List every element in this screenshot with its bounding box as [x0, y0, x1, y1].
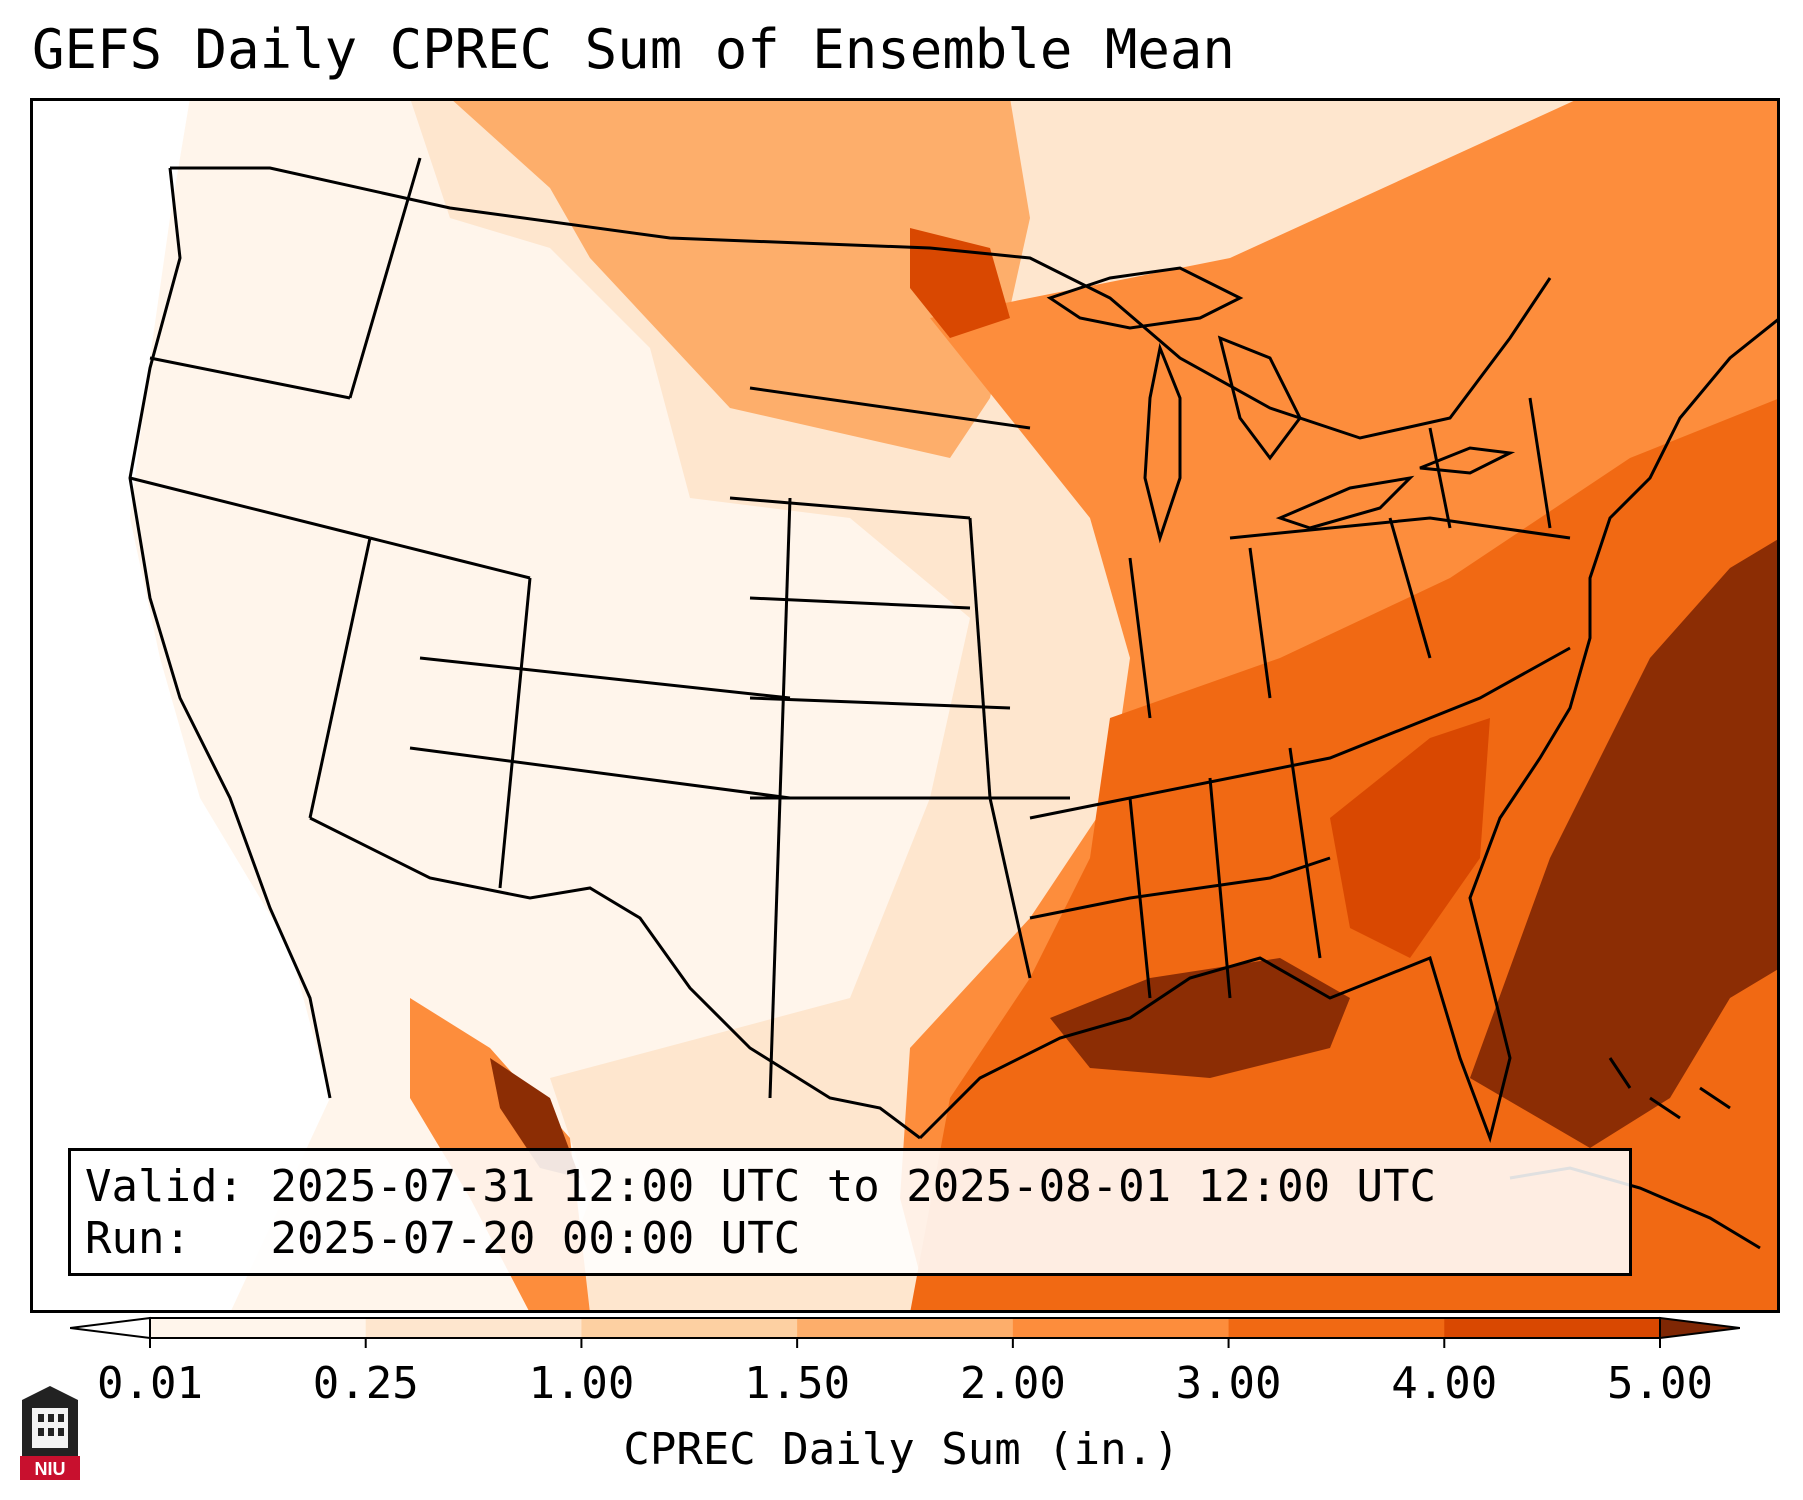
state-line-16 — [968, 517, 992, 799]
lake-huron — [1217, 335, 1302, 461]
state-line-22 — [1229, 516, 1571, 540]
state-line-18 — [1029, 856, 1331, 920]
colorbar-over-triangle — [1659, 1316, 1740, 1340]
precip-atlantic-heavy — [1470, 538, 1780, 1148]
map-title: GEFS Daily CPREC Sum of Ensemble Mean — [32, 18, 1235, 81]
info-box: Valid: 2025-07-31 12:00 UTC to 2025-08-0… — [68, 1148, 1632, 1276]
colorbar-label: CPREC Daily Sum (in.) — [623, 1424, 1180, 1475]
colorbar-tick-label: 3.00 — [1175, 1358, 1282, 1409]
valid-label: Valid: — [85, 1161, 244, 1212]
us-canada-border — [170, 166, 1552, 440]
state-line-13 — [749, 696, 1011, 710]
run-line: Run: 2025-07-20 00:00 UTC — [85, 1213, 800, 1264]
colorbar-segment — [581, 1318, 798, 1338]
state-line-27 — [1528, 397, 1552, 529]
run-value: 2025-07-20 00:00 UTC — [270, 1213, 801, 1264]
state-line-26 — [1428, 427, 1452, 529]
state-line-2 — [348, 157, 422, 399]
colorbar-tick-label: 0.01 — [97, 1358, 203, 1409]
precip-gulf-heavy — [1050, 958, 1350, 1078]
state-line-23 — [1128, 557, 1152, 719]
precip-north-band — [450, 98, 1030, 458]
state-line-5 — [369, 536, 531, 580]
colorbar-segment — [150, 1318, 367, 1338]
state-line-4 — [308, 537, 372, 819]
state-line-21 — [1288, 747, 1322, 959]
colorbar-segment — [1444, 1318, 1661, 1338]
lake-superior — [1046, 266, 1244, 330]
precip-west-light — [30, 98, 330, 1313]
state-line-25 — [1388, 517, 1432, 659]
logo-text: NIU — [35, 1459, 66, 1479]
lake-michigan — [1143, 342, 1182, 544]
gulf-coast — [918, 316, 1780, 1144]
colorbar-frame — [149, 1317, 1661, 1339]
boundary-lines — [128, 157, 1780, 1144]
niu-logo: NIU — [20, 1386, 80, 1480]
lake-erie — [1275, 475, 1415, 530]
lake-ontario — [1419, 446, 1516, 475]
colorbar-tick-label: 4.00 — [1391, 1358, 1498, 1409]
colorbar-tick-label: 1.00 — [528, 1358, 635, 1409]
run-label: Run: — [85, 1213, 191, 1264]
colorbar-tick-label: 5.00 — [1607, 1358, 1713, 1409]
state-line-15 — [988, 797, 1032, 979]
colorbar-tick-label: 1.50 — [744, 1358, 851, 1409]
colorbar-segment — [365, 1318, 582, 1338]
colorbar-segment — [1012, 1318, 1230, 1338]
west-coast — [128, 167, 332, 1099]
precip-southeast-dark — [1330, 718, 1490, 958]
colorbar — [70, 1316, 1740, 1348]
state-line-20 — [1208, 777, 1232, 999]
state-line-10 — [749, 386, 1031, 430]
great-lakes — [1046, 266, 1516, 544]
state-line-7 — [419, 656, 791, 700]
us-mexico-border — [309, 816, 921, 1140]
colorbar-segment — [797, 1318, 1014, 1338]
state-line-17 — [1029, 646, 1571, 820]
state-line-12 — [749, 596, 971, 610]
state-line-6 — [498, 577, 532, 889]
colorbar-tick-label: 2.00 — [959, 1358, 1066, 1409]
colorbar-segment — [1228, 1318, 1445, 1338]
valid-value: 2025-07-31 12:00 UTC to 2025-08-01 12:00… — [270, 1161, 1437, 1212]
state-line-1 — [149, 356, 351, 400]
precipitation-map — [30, 98, 1780, 1313]
colorbar-tick-label: 0.25 — [312, 1358, 419, 1409]
state-line-11 — [729, 496, 971, 520]
bahamas-outline — [1608, 1057, 1731, 1120]
state-line-24 — [1248, 547, 1272, 699]
state-line-3 — [129, 476, 371, 540]
state-line-19 — [1128, 797, 1152, 999]
precip-lakes-dark — [910, 228, 1010, 338]
colorbar-under-triangle — [70, 1316, 151, 1340]
valid-line: Valid: 2025-07-31 12:00 UTC to 2025-08-0… — [85, 1161, 1436, 1212]
state-line-8 — [409, 746, 791, 800]
